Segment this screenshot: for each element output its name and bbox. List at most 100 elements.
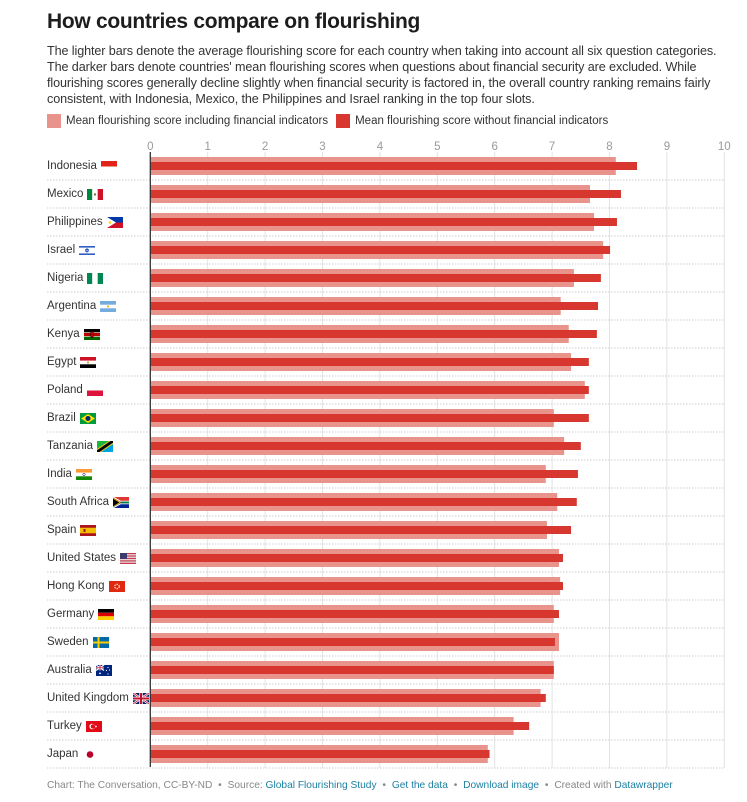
israel-flag-icon [79,244,96,256]
south-africa-flag-icon [113,496,130,508]
country-label: India [47,460,92,488]
bar-without-egypt [150,358,589,366]
x-tick-label: 7 [549,141,555,153]
chart-title: How countries compare on flourishing [47,10,421,33]
japan-flag-icon [82,748,99,760]
footer-separator: • [218,780,222,791]
bar-without-mexico [150,190,621,198]
footer-separator: • [453,780,458,791]
download-image-link[interactable]: Download image [463,780,540,791]
country-label: Germany [47,600,115,628]
country-label: Australia [47,656,112,684]
country-name: Japan [47,748,79,760]
spain-flag-icon [80,524,97,536]
bar-without-australia [150,666,554,674]
country-label: Brazil [47,404,96,432]
x-tick-label: 0 [147,141,153,153]
country-label: Argentina [47,292,117,320]
bar-without-argentina [150,302,599,310]
country-name: Argentina [47,300,97,312]
x-tick-label: 9 [664,141,670,153]
bar-without-germany [150,610,559,618]
country-label: United Kingdom [47,684,149,712]
x-tick-label: 1 [204,141,210,153]
poland-flag-icon [86,384,103,396]
country-label: Philippines [47,208,123,236]
argentina-flag-icon [100,300,117,312]
country-name: Poland [47,384,83,396]
indonesia-flag-icon [100,160,117,172]
legend-label-including: Mean flourishing score including financi… [66,115,329,127]
bar-without-spain [150,526,572,534]
country-name: Mexico [47,188,84,200]
x-tick-label: 10 [718,141,731,153]
united-kingdom-flag-icon [132,692,149,704]
legend-item-without: Mean flourishing score without financial… [336,114,608,128]
hong-kong-flag-icon [108,580,125,592]
bar-without-kenya [150,330,597,338]
country-label: Japan [47,740,99,768]
bar-without-israel [150,246,611,254]
country-name: Nigeria [47,272,84,284]
legend-swatch-light [47,114,61,128]
country-name: South Africa [47,496,110,508]
x-tick-label: 6 [491,141,497,153]
country-name: Kenya [47,328,80,340]
source-link[interactable]: Global Flourishing Study [265,780,377,791]
bar-without-indonesia [150,162,638,170]
legend-swatch-dark [336,114,351,128]
india-flag-icon [75,468,92,480]
country-label: Kenya [47,320,100,348]
footer-credit: Chart: The Conversation, CC-BY-ND [47,780,213,791]
x-tick-label: 3 [319,141,325,153]
bar-without-india [150,470,578,478]
country-label: South Africa [47,488,130,516]
footer-separator: • [382,780,386,791]
sweden-flag-icon [92,636,109,648]
egypt-flag-icon [80,356,97,368]
datawrapper-link[interactable]: Datawrapper [614,780,673,791]
country-name: Brazil [47,412,76,424]
legend: Mean flourishing score including financi… [47,114,616,128]
get-data-link[interactable]: Get the data [391,780,448,791]
country-name: Spain [47,524,77,536]
germany-flag-icon [98,608,115,620]
bar-without-united-states [150,554,564,562]
nigeria-flag-icon [87,272,104,284]
country-name: United Kingdom [47,692,129,704]
country-name: Israel [47,244,76,256]
country-label: Mexico [47,180,104,208]
footer-created-with: Created with [554,780,612,791]
country-name: Hong Kong [47,580,105,592]
country-label: Israel [47,236,96,264]
chart-description: The lighter bars denote the average flou… [47,44,717,106]
bar-without-japan [150,750,490,758]
country-name: Indonesia [47,160,97,172]
country-name: Philippines [47,216,103,228]
country-label: Nigeria [47,264,104,292]
country-label: Spain [47,516,97,544]
country-label: Hong Kong [47,572,125,600]
x-tick-label: 4 [377,141,384,153]
bar-without-turkey [150,722,530,730]
turkey-flag-icon [85,720,102,732]
bar-without-hong-kong [150,582,564,590]
chart-footer: Chart: The Conversation, CC-BY-ND • Sour… [47,780,673,791]
country-label: Sweden [47,628,109,656]
country-name: Turkey [47,720,82,732]
united-states-flag-icon [120,552,137,564]
mexico-flag-icon [87,188,104,200]
legend-label-without: Mean flourishing score without financial… [355,115,609,127]
country-name: United States [47,552,117,564]
australia-flag-icon [95,664,112,676]
brazil-flag-icon [79,412,96,424]
bar-without-south-africa [150,498,577,506]
x-tick-label: 2 [262,141,268,153]
philippines-flag-icon [106,216,123,228]
country-label: Indonesia [47,152,117,180]
country-name: Sweden [47,636,89,648]
bar-without-tanzania [150,442,581,450]
country-name: Egypt [47,356,77,368]
country-label: Tanzania [47,432,114,460]
